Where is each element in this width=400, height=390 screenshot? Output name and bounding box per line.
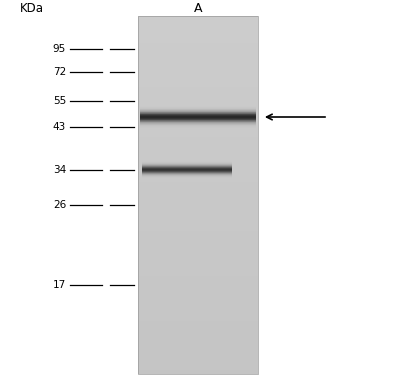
Text: 55: 55 [53, 96, 66, 106]
Text: 26: 26 [53, 200, 66, 210]
Text: KDa: KDa [20, 2, 44, 15]
Text: 34: 34 [53, 165, 66, 175]
Text: 95: 95 [53, 44, 66, 54]
Bar [138, 16, 258, 374]
Text: 43: 43 [53, 122, 66, 132]
Text: A: A [194, 2, 202, 15]
Text: 17: 17 [53, 280, 66, 290]
Text: 72: 72 [53, 67, 66, 77]
Bar [138, 16, 258, 374]
